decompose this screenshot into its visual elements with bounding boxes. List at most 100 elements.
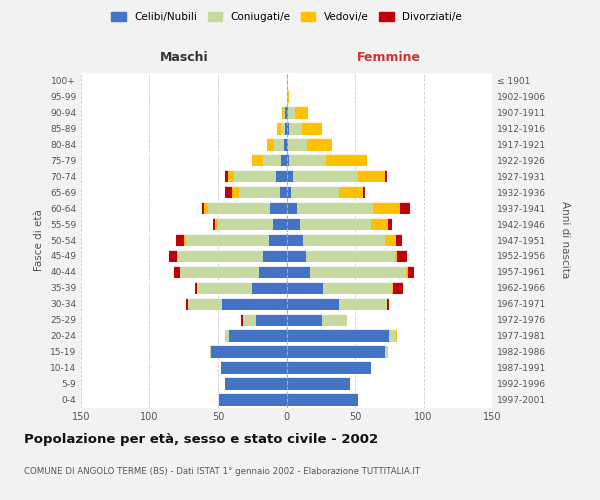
Bar [400, 202, 410, 214]
Bar [287, 394, 358, 406]
Bar [303, 234, 385, 246]
Bar [385, 346, 388, 358]
Bar [204, 202, 208, 214]
Bar [371, 218, 388, 230]
Bar [287, 170, 293, 182]
Bar [288, 90, 289, 102]
Bar [184, 234, 187, 246]
Bar [187, 298, 188, 310]
Bar [322, 314, 347, 326]
Bar [225, 170, 227, 182]
Bar [287, 266, 310, 278]
Bar [252, 282, 287, 294]
Bar [363, 186, 365, 198]
Bar [396, 330, 397, 342]
Bar [287, 314, 322, 326]
Bar [406, 266, 409, 278]
Bar [202, 202, 204, 214]
Bar [386, 298, 389, 310]
Bar [397, 250, 407, 262]
Bar [287, 362, 371, 374]
Bar [212, 218, 215, 230]
Bar [287, 282, 323, 294]
Bar [273, 218, 287, 230]
Bar [280, 186, 287, 198]
Bar [270, 202, 287, 214]
Bar [263, 250, 287, 262]
Bar [225, 186, 232, 198]
Bar [281, 122, 285, 134]
Bar [287, 202, 298, 214]
Bar [220, 394, 287, 406]
Bar [300, 218, 371, 230]
Bar [263, 154, 281, 166]
Bar [187, 234, 269, 246]
Bar [218, 218, 273, 230]
Bar [208, 202, 270, 214]
Bar [305, 250, 395, 262]
Bar [277, 122, 281, 134]
Bar [222, 298, 287, 310]
Bar [188, 298, 222, 310]
Text: Femmine: Femmine [357, 51, 421, 64]
Bar [225, 378, 287, 390]
Bar [283, 106, 284, 118]
Bar [388, 218, 392, 230]
Y-axis label: Fasce di età: Fasce di età [34, 209, 44, 271]
Bar [268, 138, 274, 150]
Bar [326, 154, 367, 166]
Bar [287, 330, 389, 342]
Bar [287, 346, 385, 358]
Bar [295, 106, 308, 118]
Bar [290, 186, 338, 198]
Bar [396, 234, 401, 246]
Bar [211, 346, 287, 358]
Bar [210, 346, 211, 358]
Bar [197, 282, 252, 294]
Bar [358, 170, 385, 182]
Bar [256, 314, 287, 326]
Bar [289, 154, 326, 166]
Bar [287, 122, 289, 134]
Bar [284, 106, 285, 118]
Text: Maschi: Maschi [160, 51, 208, 64]
Bar [229, 330, 287, 342]
Bar [289, 122, 302, 134]
Bar [373, 202, 400, 214]
Bar [235, 170, 275, 182]
Bar [275, 170, 287, 182]
Bar [252, 154, 263, 166]
Text: Popolazione per età, sesso e stato civile - 2002: Popolazione per età, sesso e stato civil… [24, 432, 378, 446]
Bar [169, 250, 177, 262]
Bar [259, 266, 287, 278]
Bar [287, 106, 288, 118]
Bar [287, 298, 338, 310]
Bar [288, 106, 295, 118]
Bar [285, 122, 287, 134]
Bar [195, 282, 197, 294]
Bar [284, 138, 287, 150]
Text: COMUNE DI ANGOLO TERME (BS) - Dati ISTAT 1° gennaio 2002 - Elaborazione TUTTITAL: COMUNE DI ANGOLO TERME (BS) - Dati ISTAT… [24, 468, 420, 476]
Bar [232, 186, 239, 198]
Bar [287, 186, 290, 198]
Bar [394, 282, 403, 294]
Bar [287, 90, 288, 102]
Bar [269, 234, 287, 246]
Bar [389, 330, 396, 342]
Bar [310, 266, 406, 278]
Bar [215, 218, 218, 230]
Bar [338, 186, 363, 198]
Bar [293, 170, 358, 182]
Y-axis label: Anni di nascita: Anni di nascita [560, 202, 570, 278]
Bar [307, 138, 332, 150]
Legend: Celibi/Nubili, Coniugati/e, Vedovi/e, Divorziati/e: Celibi/Nubili, Coniugati/e, Vedovi/e, Di… [107, 8, 466, 26]
Bar [298, 202, 373, 214]
Bar [409, 266, 414, 278]
Bar [281, 154, 287, 166]
Bar [392, 282, 394, 294]
Bar [178, 250, 263, 262]
Bar [287, 154, 289, 166]
Bar [338, 298, 386, 310]
Bar [288, 138, 307, 150]
Bar [287, 234, 303, 246]
